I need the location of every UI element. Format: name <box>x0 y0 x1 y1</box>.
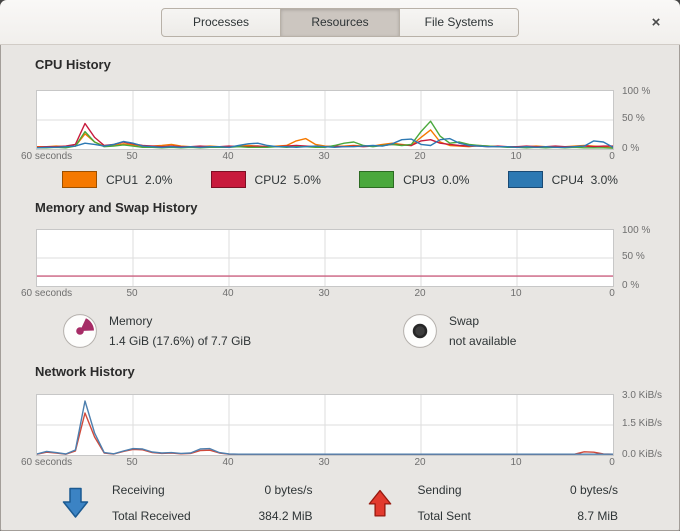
total-sent-label: Total Sent <box>417 509 471 523</box>
cpu-x-axis: 60 seconds 50 40 30 20 10 0 <box>0 150 680 163</box>
close-icon: × <box>651 13 661 31</box>
cpu-xtick-10: 10 <box>510 151 522 162</box>
cpu1-label: CPU1 <box>106 172 139 187</box>
cpu2-color-swatch[interactable] <box>210 171 246 188</box>
tab-resources[interactable]: Resources <box>281 7 400 37</box>
memory-history-chart <box>36 229 614 287</box>
network-history-chart <box>36 394 614 456</box>
network-legend: Receiving 0 bytes/s Total Received 384.2… <box>62 477 618 529</box>
network-history-title: Network History <box>35 364 135 379</box>
mem-xtick-10: 10 <box>510 288 522 299</box>
cpu-ytick-50: 50 % <box>622 113 645 124</box>
net-ytick-0: 0.0 KiB/s <box>622 449 663 460</box>
receiving-label: Receiving <box>112 483 165 497</box>
memory-label: Memory <box>109 314 153 328</box>
cpu-xtick-0: 0 <box>609 151 615 162</box>
memory-swap-legend: Memory 1.4 GiB (17.6%) of 7.7 GiB Swap n… <box>62 313 680 349</box>
cpu-ytick-0: 0 % <box>622 143 640 154</box>
cpu1-color-swatch[interactable] <box>62 171 97 188</box>
cpu4-label: CPU4 <box>551 172 584 187</box>
header-bar: Processes Resources File Systems × <box>0 0 680 45</box>
tab-processes[interactable]: Processes <box>161 7 281 37</box>
cpu-xtick-30: 30 <box>318 151 330 162</box>
net-xtick-60s: 60 seconds <box>21 457 73 468</box>
cpu-chart-area: 100 % 50 % 0 % <box>36 86 650 154</box>
cpu-history-chart <box>36 90 614 150</box>
receiving-rate-value: 0 bytes/s <box>264 483 313 497</box>
cpu3-color-swatch[interactable] <box>359 171 395 188</box>
cpu3-value: 0.0% <box>442 172 470 187</box>
tab-file-systems[interactable]: File Systems <box>400 7 519 37</box>
mem-xtick-20: 20 <box>414 288 426 299</box>
net-xtick-0: 0 <box>609 457 615 468</box>
cpu-xtick-20: 20 <box>414 151 426 162</box>
swap-label: Swap <box>449 314 480 328</box>
network-x-axis: 60 seconds 50 40 30 20 10 0 <box>0 456 680 469</box>
sending-group: Sending 0 bytes/s Total Sent 8.7 MiB <box>313 477 618 529</box>
close-window-button[interactable]: × <box>642 8 670 36</box>
memory-usage-value: 1.4 GiB (17.6%) of 7.7 GiB <box>109 334 252 348</box>
cpu1-legend-item: CPU1 2.0% <box>62 171 172 188</box>
mem-ytick-50: 50 % <box>622 251 645 262</box>
cpu-xtick-60s: 60 seconds <box>21 151 73 162</box>
swap-legend-item: Swap not available <box>402 313 516 349</box>
sending-label: Sending <box>417 483 462 497</box>
mem-xtick-0: 0 <box>609 288 615 299</box>
memory-chart-area: 100 % 50 % 0 % <box>36 225 650 291</box>
cpu-history-title: CPU History <box>35 57 111 72</box>
mem-xtick-40: 40 <box>222 288 234 299</box>
cpu2-label: CPU2 <box>254 172 287 187</box>
cpu3-legend-item: CPU3 0.0% <box>359 171 469 188</box>
memory-x-axis: 60 seconds 50 40 30 20 10 0 <box>0 287 680 300</box>
mem-xtick-60s: 60 seconds <box>21 288 73 299</box>
network-chart-area: 3.0 KiB/s 1.5 KiB/s 0.0 KiB/s <box>36 390 662 460</box>
cpu-xtick-40: 40 <box>222 151 234 162</box>
view-switcher: Processes Resources File Systems <box>161 7 519 37</box>
receiving-down-arrow-icon <box>62 487 89 518</box>
cpu2-value: 5.0% <box>293 172 321 187</box>
swap-status-value: not available <box>449 334 517 348</box>
sending-up-arrow-icon <box>368 489 391 517</box>
cpu4-value: 3.0% <box>590 172 618 187</box>
cpu-xtick-50: 50 <box>126 151 138 162</box>
net-xtick-50: 50 <box>126 457 138 468</box>
net-xtick-40: 40 <box>222 457 234 468</box>
total-sent-value: 8.7 MiB <box>577 509 618 523</box>
cpu3-label: CPU3 <box>403 172 436 187</box>
total-received-label: Total Received <box>112 509 191 523</box>
net-xtick-20: 20 <box>414 457 426 468</box>
receiving-group: Receiving 0 bytes/s Total Received 384.2… <box>62 477 313 529</box>
mem-ytick-100: 100 % <box>622 225 651 236</box>
cpu4-color-swatch[interactable] <box>507 171 543 188</box>
memory-swap-history-title: Memory and Swap History <box>35 200 198 215</box>
memory-pie-icon <box>63 314 97 348</box>
net-ytick-3: 3.0 KiB/s <box>622 390 663 401</box>
cpu2-legend-item: CPU2 5.0% <box>210 171 321 188</box>
mem-ytick-0: 0 % <box>622 280 640 291</box>
swap-pie-icon <box>403 314 437 348</box>
net-xtick-30: 30 <box>318 457 330 468</box>
sending-rate-value: 0 bytes/s <box>569 483 618 497</box>
cpu-legend: CPU1 2.0% CPU2 5.0% CPU3 0.0% CPU4 3.0% <box>62 171 618 188</box>
cpu-ytick-100: 100 % <box>622 86 651 97</box>
net-ytick-1_5: 1.5 KiB/s <box>622 418 663 429</box>
mem-xtick-30: 30 <box>318 288 330 299</box>
cpu4-legend-item: CPU4 3.0% <box>507 171 618 188</box>
mem-xtick-50: 50 <box>126 288 138 299</box>
total-received-value: 384.2 MiB <box>258 509 313 523</box>
memory-legend-item: Memory 1.4 GiB (17.6%) of 7.7 GiB <box>62 313 402 349</box>
cpu1-value: 2.0% <box>145 172 173 187</box>
net-xtick-10: 10 <box>510 457 522 468</box>
